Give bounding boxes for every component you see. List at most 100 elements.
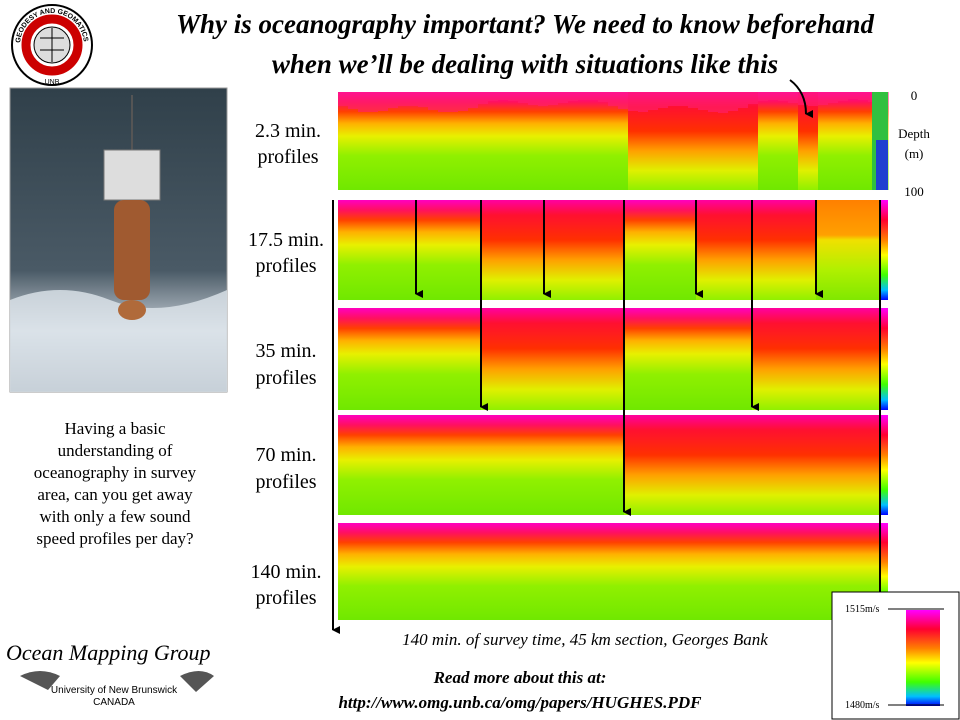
color-scale: 1515m/s 1480m/s [831,591,960,720]
profile-column [708,92,719,190]
profile-column [778,92,789,190]
profile-column [718,92,729,190]
profile-column-top [808,92,819,106]
profile-column [538,92,549,190]
profile-column [588,92,599,190]
profile-column-top [758,92,769,101]
profile-column [498,92,509,190]
profile-column-top [348,92,359,109]
panel-label: 70 min. [255,444,316,466]
profile-column-top [858,92,869,100]
profile-column [488,92,499,190]
profile-column-top [658,92,669,108]
profile-column [428,92,439,190]
profile-column-top [368,92,379,112]
profile-column-top [648,92,659,110]
profile-region [624,308,752,410]
panel-label: 35 min. [255,340,316,362]
profile-edge [880,200,888,300]
profile-column-top [638,92,649,112]
profile-column-top [818,92,829,105]
profile-column [548,92,559,190]
profile-column-top [788,92,799,103]
profile-column-top [418,92,429,107]
profile-column [338,92,349,190]
question-line: oceanography in survey [34,463,197,482]
question-line: with only a few sound [39,507,191,526]
profile-column-top [748,92,759,104]
profile-column-top [508,92,519,101]
profile-column [648,92,659,190]
profile-column [478,92,489,190]
profile-column [698,92,709,190]
profile-column-top [518,92,529,103]
profile-column [638,92,649,190]
profile-column [798,92,809,190]
panel-label: profiles [255,471,316,493]
profile-column-top [438,92,449,112]
depth-bottom: 100 [904,184,924,199]
profile-column [378,92,389,190]
profile-column [628,92,639,190]
profile-edge [880,415,888,515]
profile-column-top [468,92,479,108]
profile-region [338,200,416,300]
panel-label: profiles [257,146,318,168]
profile-column [578,92,589,190]
profile-column [788,92,799,190]
profile-column [688,92,699,190]
profile-column [618,92,629,190]
profile-column-top [738,92,749,108]
profile-region [696,200,752,300]
depth-label: Depth [898,126,930,141]
profile-column [808,92,819,190]
profile-column [458,92,469,190]
profile-column [678,92,689,190]
url[interactable]: http://www.omg.unb.ca/omg/papers/HUGHES.… [338,693,702,712]
callout-arrow [789,79,814,118]
panel-label: profiles [255,367,316,389]
profile-column [828,92,839,190]
depth-top: 0 [911,88,918,103]
photo [9,87,228,393]
profile-column [818,92,829,190]
scale-min: 1480m/s [845,700,880,711]
profile-column [508,92,519,190]
profile-column-top [388,92,399,108]
profile-column-top [488,92,499,101]
profile-column [758,92,769,190]
profile-column-top [428,92,439,110]
logo-unb: UNB [45,79,60,86]
profile-column [518,92,529,190]
profile-column [358,92,369,190]
profile-region [338,523,880,620]
brand-country: CANADA [93,697,135,708]
profile-column-top [728,92,739,111]
title: Why is oceanography important? We need t… [176,9,875,39]
question-line: understanding of [58,441,173,460]
profile-column-top [718,92,729,113]
profile-column-top [458,92,469,111]
profile-column-top [358,92,369,112]
profile-column [728,92,739,190]
profile-column-top [668,92,679,106]
profile-column-top [568,92,579,101]
profile-region [752,308,880,410]
question-line: Having a basic [64,419,165,438]
profile-column-top [588,92,599,100]
profile-column-top [378,92,389,111]
profile-column-top [548,92,559,105]
profile-column-top [448,92,459,112]
profile-column [608,92,619,190]
profile-column-top [698,92,709,110]
profile-edge [880,308,888,410]
panel-label: 140 min. [250,561,321,583]
profile-region [752,200,816,300]
profile-column-top [678,92,689,106]
profile-region [416,200,481,300]
profile-region [624,200,696,300]
panels [332,92,889,634]
panel-label: profiles [255,255,316,277]
question-line: speed profiles per day? [36,529,193,548]
